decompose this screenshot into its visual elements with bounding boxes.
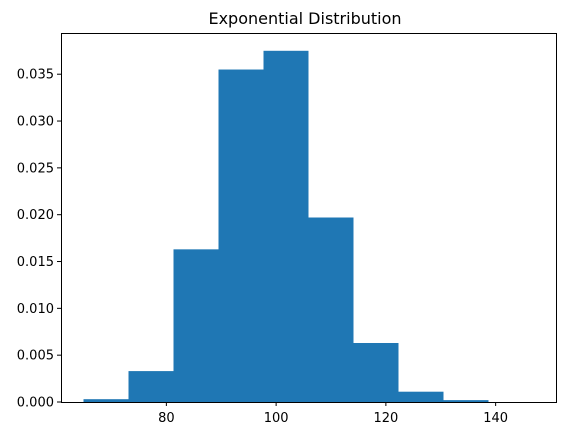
- y-tick-label: 0.010: [17, 302, 54, 317]
- x-tick-label: 120: [373, 411, 398, 426]
- y-tick-label: 0.015: [17, 255, 54, 270]
- y-tick-label: 0.025: [17, 161, 54, 176]
- histogram-bar: [128, 371, 174, 402]
- x-tick-label: 140: [483, 411, 508, 426]
- y-tick-label: 0.035: [17, 68, 54, 83]
- histogram-bar: [308, 217, 354, 402]
- plot-frame: [61, 33, 557, 403]
- x-tick-label: 80: [158, 411, 175, 426]
- y-tick-label: 0.000: [17, 396, 54, 411]
- histogram-bar: [443, 400, 489, 402]
- bars-group: [83, 50, 489, 403]
- x-tick-label: 100: [264, 411, 289, 426]
- histogram-bar: [83, 399, 129, 402]
- histogram-bar: [353, 342, 399, 402]
- histogram-bar: [398, 391, 444, 402]
- histogram-bar: [218, 69, 264, 402]
- chart-title: Exponential Distribution: [208, 9, 401, 28]
- y-axis: 0.000 0.005 0.010 0.015 0.020 0.025 0.030 0.035: [17, 68, 61, 411]
- histogram-bar: [263, 50, 309, 403]
- x-axis: 80 100 120 140: [158, 402, 508, 426]
- y-tick-label: 0.005: [17, 349, 54, 364]
- histogram-bar: [173, 249, 219, 402]
- y-tick-label: 0.020: [17, 208, 54, 223]
- y-tick-label: 0.030: [17, 115, 54, 130]
